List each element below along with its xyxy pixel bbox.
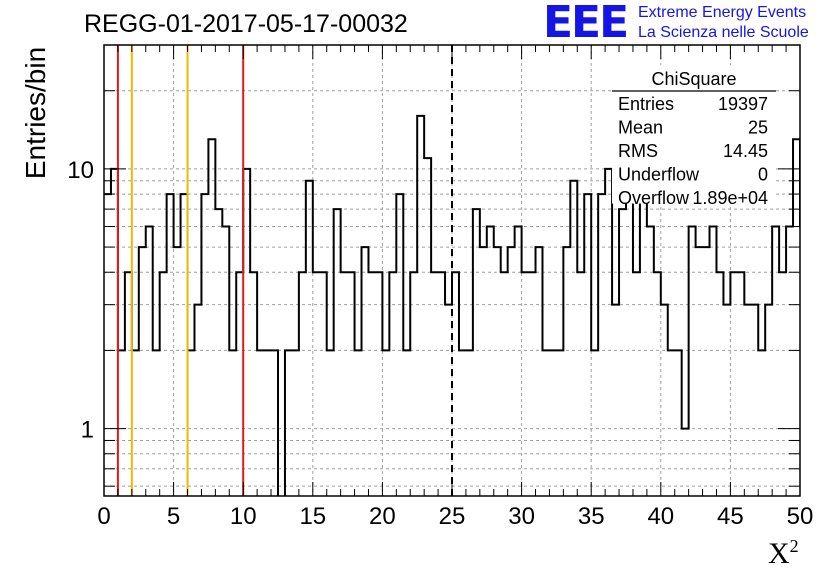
logo-line-2: La Scienza nelle Scuole (638, 24, 809, 41)
y-tick-label: 10 (67, 157, 94, 184)
stats-value: 0 (758, 165, 768, 185)
stats-value: 14.45 (723, 141, 768, 161)
chart-title: REGG-01-2017-05-17-00032 (84, 10, 408, 38)
x-tick-label: 20 (369, 503, 396, 530)
stats-label: Underflow (618, 165, 700, 185)
histogram-series (104, 114, 800, 496)
stats-label: Mean (618, 118, 663, 138)
x-tick-label: 0 (97, 503, 110, 530)
x-tick-label: 15 (299, 503, 326, 530)
x-tick-label: 25 (439, 503, 466, 530)
x-tick-label: 40 (647, 503, 674, 530)
stats-label: RMS (618, 141, 658, 161)
x-tick-label: 5 (167, 503, 180, 530)
x-tick-label: 45 (717, 503, 744, 530)
y-axis-label: Entries/bin (20, 46, 51, 180)
x-tick-label: 50 (787, 503, 814, 530)
stats-label: Overflow (618, 188, 690, 208)
x-tick-label: 30 (508, 503, 535, 530)
stats-label: Entries (618, 94, 674, 114)
stats-value: 25 (748, 118, 768, 138)
x-axis-label-exponent: 2 (789, 536, 799, 556)
stats-box-name: ChiSquare (651, 69, 736, 89)
x-axis-label: X2 (768, 536, 799, 571)
stats-value: 1.89e+04 (692, 188, 768, 208)
x-tick-label: 35 (578, 503, 605, 530)
logo-line-1: Extreme Energy Events (638, 4, 807, 21)
stats-box (612, 65, 776, 204)
x-axis-label-base: X (768, 537, 790, 570)
stats-value: 19397 (718, 94, 768, 114)
y-tick-label: 1 (81, 417, 94, 444)
x-tick-label: 10 (230, 503, 257, 530)
eee-logo: EEE (543, 0, 629, 48)
